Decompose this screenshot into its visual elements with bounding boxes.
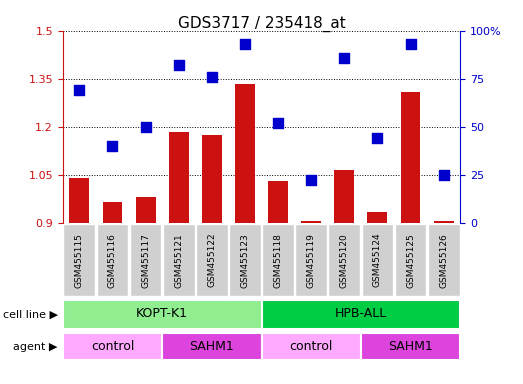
Bar bbox=[301, 221, 321, 384]
FancyBboxPatch shape bbox=[262, 300, 460, 329]
Bar bbox=[235, 84, 255, 384]
Text: GSM455125: GSM455125 bbox=[406, 233, 415, 288]
FancyBboxPatch shape bbox=[361, 333, 460, 360]
FancyBboxPatch shape bbox=[428, 224, 460, 296]
Point bbox=[373, 135, 382, 141]
FancyBboxPatch shape bbox=[328, 224, 360, 296]
Bar bbox=[434, 221, 453, 384]
FancyBboxPatch shape bbox=[163, 224, 195, 296]
Bar bbox=[135, 197, 155, 384]
Text: KOPT-K1: KOPT-K1 bbox=[136, 307, 188, 320]
FancyBboxPatch shape bbox=[63, 333, 162, 360]
Bar bbox=[103, 202, 122, 384]
Text: cell line ▶: cell line ▶ bbox=[3, 310, 58, 319]
FancyBboxPatch shape bbox=[97, 224, 128, 296]
Text: GSM455126: GSM455126 bbox=[439, 233, 448, 288]
Text: GDS3717 / 235418_at: GDS3717 / 235418_at bbox=[178, 15, 345, 31]
Point bbox=[141, 124, 150, 130]
Text: GSM455120: GSM455120 bbox=[340, 233, 349, 288]
FancyBboxPatch shape bbox=[295, 224, 327, 296]
FancyBboxPatch shape bbox=[63, 300, 262, 329]
Text: GSM455122: GSM455122 bbox=[207, 233, 217, 288]
Point bbox=[439, 172, 448, 178]
Point bbox=[340, 55, 348, 61]
FancyBboxPatch shape bbox=[162, 333, 262, 360]
Text: GSM455118: GSM455118 bbox=[274, 233, 282, 288]
Text: GSM455121: GSM455121 bbox=[174, 233, 183, 288]
Text: SAHM1: SAHM1 bbox=[388, 340, 433, 353]
Point bbox=[274, 120, 282, 126]
Text: GSM455119: GSM455119 bbox=[306, 233, 316, 288]
Text: GSM455123: GSM455123 bbox=[241, 233, 249, 288]
Point bbox=[208, 74, 216, 80]
Bar bbox=[169, 131, 189, 384]
Text: GSM455115: GSM455115 bbox=[75, 233, 84, 288]
Point bbox=[75, 87, 84, 93]
FancyBboxPatch shape bbox=[262, 224, 294, 296]
Bar bbox=[334, 170, 354, 384]
Point bbox=[406, 41, 415, 47]
Point bbox=[307, 177, 315, 184]
Text: HPB-ALL: HPB-ALL bbox=[335, 307, 387, 320]
Point bbox=[241, 41, 249, 47]
FancyBboxPatch shape bbox=[63, 224, 95, 296]
Bar bbox=[202, 135, 222, 384]
Point bbox=[175, 62, 183, 68]
FancyBboxPatch shape bbox=[229, 224, 261, 296]
FancyBboxPatch shape bbox=[196, 224, 228, 296]
Bar bbox=[401, 91, 420, 384]
Bar bbox=[368, 212, 388, 384]
Text: control: control bbox=[91, 340, 134, 353]
Text: GSM455124: GSM455124 bbox=[373, 233, 382, 288]
FancyBboxPatch shape bbox=[130, 224, 162, 296]
Text: GSM455116: GSM455116 bbox=[108, 233, 117, 288]
FancyBboxPatch shape bbox=[361, 224, 393, 296]
Bar bbox=[70, 178, 89, 384]
Bar bbox=[268, 181, 288, 384]
FancyBboxPatch shape bbox=[395, 224, 426, 296]
Text: SAHM1: SAHM1 bbox=[189, 340, 234, 353]
FancyBboxPatch shape bbox=[262, 333, 361, 360]
Text: control: control bbox=[290, 340, 333, 353]
Point bbox=[108, 143, 117, 149]
Text: GSM455117: GSM455117 bbox=[141, 233, 150, 288]
Text: agent ▶: agent ▶ bbox=[13, 342, 58, 352]
